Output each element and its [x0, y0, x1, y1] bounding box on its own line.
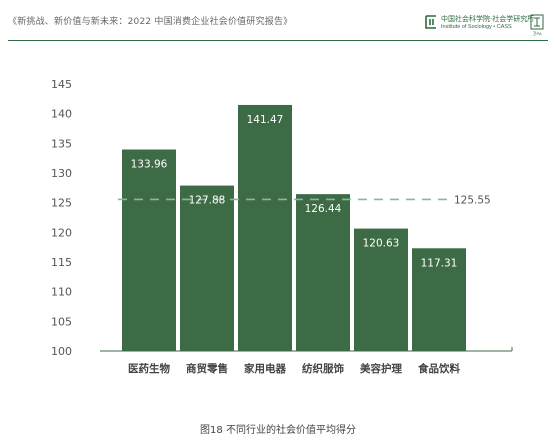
average-value-label: 125.55 [454, 194, 491, 206]
institute-name-cn: 中国社会科学院·社会学研究所 [441, 15, 535, 23]
y-tick-label: 145 [51, 78, 72, 91]
y-tick-label: 130 [51, 167, 72, 180]
x-category-label: 纺织服饰 [302, 362, 344, 375]
y-tick-label: 115 [51, 256, 72, 269]
x-category-label: 食品饮料 [417, 362, 460, 375]
bar-value-label: 117.31 [421, 257, 458, 269]
bar-value-label: 120.63 [363, 238, 400, 250]
y-tick-label: 135 [51, 137, 72, 150]
reference-line-layer: 125.55 [118, 194, 491, 206]
bar [122, 149, 176, 351]
figure-caption: 图18 不同行业的社会价值平均得分 [200, 425, 356, 436]
bar [180, 185, 234, 351]
header-divider [8, 40, 548, 41]
x-category-label: 家用电器 [244, 362, 286, 375]
bar-value-label: 133.96 [131, 159, 168, 171]
institute-logo-icon [425, 15, 436, 29]
seal-text: 卫PA [532, 31, 542, 36]
bar-value-label: 126.44 [305, 203, 342, 215]
bar-value-label: 127.88 [189, 195, 226, 207]
bar [412, 248, 466, 351]
seal-icon [530, 14, 544, 30]
x-category-label: 美容护理 [360, 362, 402, 375]
y-tick-label: 105 [51, 315, 72, 328]
y-tick-label: 100 [51, 345, 72, 358]
bar [354, 228, 408, 351]
institute-name-en: Institute of Sociology • CASS [441, 24, 512, 30]
bar-layer [122, 104, 466, 351]
y-tick-label: 140 [51, 108, 72, 121]
x-category-label: 商贸零售 [186, 362, 228, 375]
label-layer: 133.96 医药生物 127.88 商贸零售 141.47 家用电器 126.44 纺织服饰… [128, 114, 460, 375]
bar [296, 194, 350, 351]
bar [238, 104, 292, 351]
bar-value-label: 141.47 [247, 114, 284, 126]
x-category-label: 医药生物 [128, 362, 170, 375]
y-tick-label: 125 [51, 197, 72, 210]
y-tick-label: 110 [51, 286, 72, 299]
y-tick-label: 120 [51, 226, 72, 239]
report-title: 《新挑战、新价值与新未来：2022 中国消费企业社会价值研究报告》 [8, 17, 293, 27]
